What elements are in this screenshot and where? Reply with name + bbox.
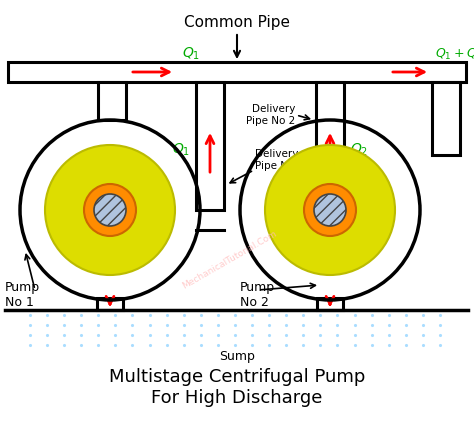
Bar — [432, 82, 460, 155]
Text: Delivery
Pipe No 1: Delivery Pipe No 1 — [255, 149, 304, 171]
Text: Pump
No 1: Pump No 1 — [5, 281, 40, 309]
Circle shape — [265, 145, 395, 275]
Bar — [8, 62, 466, 82]
Text: Delivery
Pipe No 2: Delivery Pipe No 2 — [246, 104, 295, 126]
Text: $Q_1$: $Q_1$ — [172, 142, 190, 158]
Circle shape — [94, 194, 126, 226]
Bar — [317, 298, 343, 310]
Circle shape — [84, 184, 136, 236]
Text: Sump: Sump — [219, 350, 255, 363]
Bar — [196, 82, 224, 210]
Text: $Q_1$: $Q_1$ — [182, 45, 200, 62]
Text: Common Pipe: Common Pipe — [184, 15, 290, 30]
Text: MechanicalTutorial.Com: MechanicalTutorial.Com — [181, 229, 279, 291]
Circle shape — [304, 184, 356, 236]
Circle shape — [45, 145, 175, 275]
Circle shape — [314, 194, 346, 226]
Text: $Q_2$: $Q_2$ — [350, 142, 368, 158]
Bar — [98, 82, 126, 120]
Bar — [97, 298, 123, 310]
Bar — [316, 82, 344, 210]
Text: Pump
No 2: Pump No 2 — [240, 281, 275, 309]
Text: $Q_1+Q_2$: $Q_1+Q_2$ — [435, 47, 474, 62]
Text: Multistage Centrifugal Pump
For High Discharge: Multistage Centrifugal Pump For High Dis… — [109, 368, 365, 407]
